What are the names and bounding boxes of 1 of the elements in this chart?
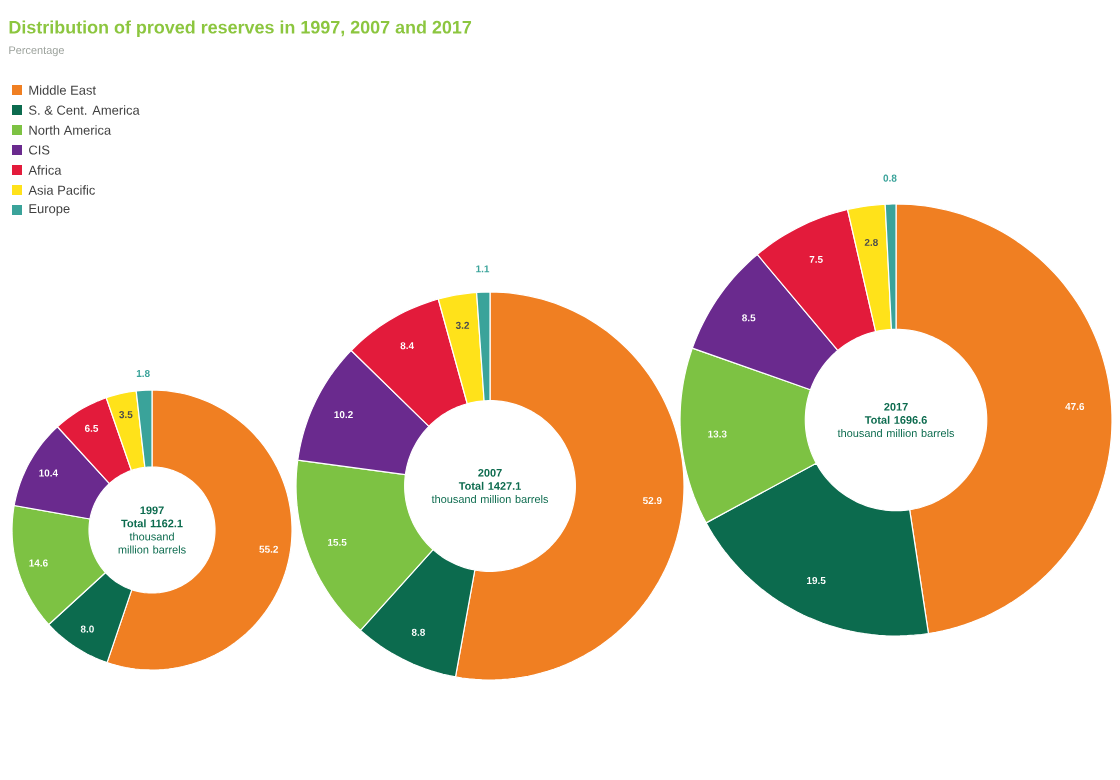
chart-title: Distribution of proved reserves in 1997, 2007 and 2017: [9, 20, 472, 38]
